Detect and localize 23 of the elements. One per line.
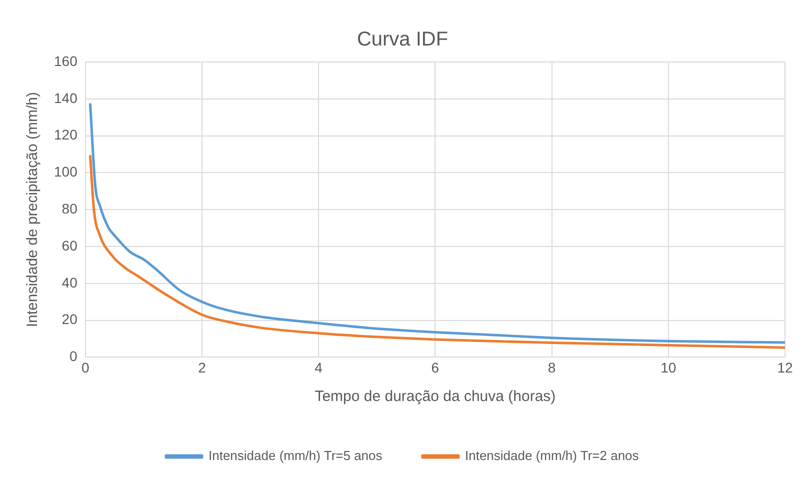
y-tick-label: 100: [54, 164, 78, 180]
x-tick-label: 4: [314, 359, 323, 376]
x-tick-label: 6: [431, 359, 440, 376]
y-tick-label: 0: [70, 348, 78, 364]
y-tick-label: 40: [62, 274, 78, 290]
x-tick-label: 2: [198, 359, 206, 376]
x-tick-label: 8: [548, 359, 556, 376]
line-series: [88, 154, 785, 349]
chart-title: Curva IDF: [356, 28, 448, 51]
x-tick-label: 0: [81, 359, 90, 376]
x-tick-label: 10: [660, 359, 676, 376]
y-tick-label: 140: [54, 90, 78, 106]
x-axis-title: Tempo de duração da chuva (horas): [314, 388, 556, 406]
y-tick-label: 80: [62, 200, 78, 216]
legend-label: Intensidade (mm/h) Tr=2 anos: [465, 448, 640, 464]
y-axis-title: Intensidade de precipitação (mm/h): [24, 92, 42, 328]
line-series: [88, 103, 785, 344]
legend-label: Intensidade (mm/h) Tr=5 anos: [208, 448, 383, 464]
x-tick-label: 12: [777, 359, 793, 376]
y-tick-label: 60: [62, 237, 78, 254]
y-tick-label: 120: [54, 126, 78, 143]
y-tick-label: 20: [62, 311, 78, 328]
y-tick-label: 160: [54, 52, 78, 69]
